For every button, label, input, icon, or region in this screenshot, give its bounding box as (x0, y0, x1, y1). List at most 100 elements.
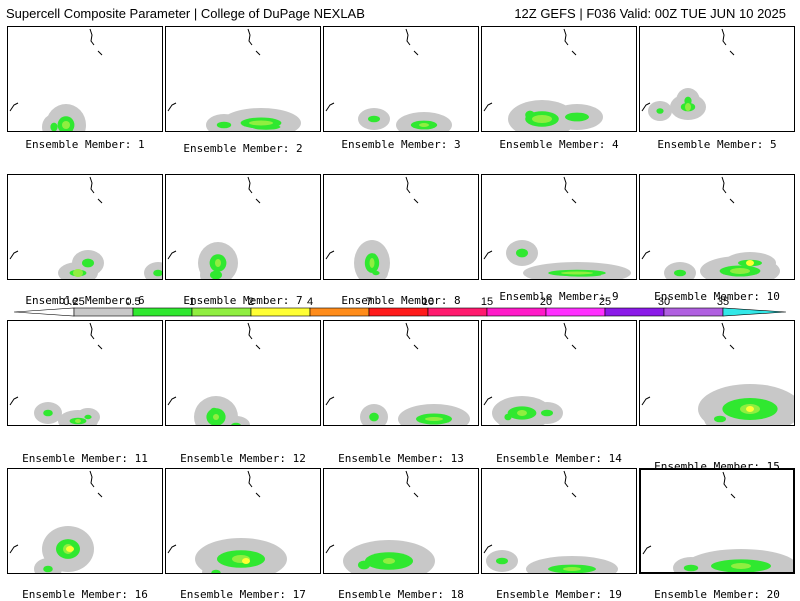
coastline (167, 396, 177, 406)
colorbar-over-arrow (722, 307, 786, 317)
colorbar-tick-label: 2 (247, 296, 255, 308)
map-panel-member-2[interactable] (165, 26, 321, 132)
colorbar-bin (250, 307, 311, 317)
run-info: 12Z GEFS | F036 Valid: 00Z TUE JUN 10 20… (514, 6, 786, 21)
map-panel-member-19[interactable] (481, 468, 637, 574)
scp-contour-green (504, 413, 512, 421)
panel-label: Ensemble Member: 8 (341, 294, 461, 307)
scp-contour-green (210, 270, 222, 279)
coastline (325, 396, 335, 406)
scp-contour-gray (222, 416, 250, 425)
scp-contour-green (43, 409, 53, 417)
scp-field-map (9, 28, 103, 131)
colorbar-tick-label: 25 (598, 296, 612, 308)
coastline (641, 250, 651, 260)
scp-contour-green (231, 422, 241, 425)
scp-contour-yellow (66, 546, 74, 552)
map-panel-member-4[interactable] (481, 26, 637, 132)
colorbar-bin (427, 307, 488, 317)
map-panel-member-1[interactable] (7, 26, 163, 132)
coastline (167, 102, 177, 112)
scp-field-map (642, 471, 793, 572)
map-panel-member-12[interactable] (165, 320, 321, 426)
coastline (167, 544, 177, 554)
map-panel-member-7[interactable] (165, 174, 321, 280)
scp-contour-lightgreen (383, 558, 395, 564)
colorbar-tick-label: 1 (188, 296, 196, 308)
map-panel-member-10[interactable] (639, 174, 795, 280)
lake-outline (571, 198, 577, 204)
scp-contour-green (496, 557, 508, 565)
scp-contour-green (372, 270, 380, 276)
panel-label: Ensemble Member: 9 (499, 290, 619, 303)
colorbar-tick-label: 20 (539, 296, 553, 308)
scp-contour-lightgreen (369, 258, 375, 268)
coastline (563, 470, 569, 488)
scp-contour-lightgreen (75, 419, 81, 423)
scp-field-map (167, 322, 261, 425)
scp-contour-lightgreen (563, 567, 581, 571)
map-panel-member-6[interactable] (7, 174, 163, 280)
lake-outline (413, 198, 419, 204)
scp-field-map (483, 28, 603, 131)
lake-outline (255, 198, 261, 204)
map-panel-member-8[interactable] (323, 174, 479, 280)
coastline (247, 176, 253, 194)
scp-field-map (483, 322, 577, 425)
panel-label: Ensemble Member: 12 (180, 452, 306, 465)
scp-contour-green (211, 569, 221, 573)
scp-contour-lightgreen (425, 417, 443, 421)
coastline (167, 250, 177, 260)
scp-contour-lightgreen (62, 121, 70, 129)
scp-contour-green (251, 124, 281, 130)
lake-outline (97, 492, 103, 498)
map-panel-member-5[interactable] (639, 26, 795, 132)
coastline (405, 470, 411, 488)
scp-contour-gray (673, 557, 709, 572)
lake-outline (413, 492, 419, 498)
panel-label: Ensemble Member: 1 (25, 138, 145, 151)
map-panel-member-18[interactable] (323, 468, 479, 574)
scp-contour-lightgreen (731, 563, 751, 569)
scp-contour-yellow (242, 558, 250, 564)
coastline (483, 544, 493, 554)
coastline (405, 322, 411, 340)
colorbar-tick-label: 0.5 (125, 296, 141, 308)
map-panel-member-17[interactable] (165, 468, 321, 574)
coastline (9, 102, 19, 112)
map-panel-member-20[interactable] (639, 468, 795, 574)
scp-contour-lightgreen (561, 271, 593, 275)
colorbar-under-arrow (14, 307, 75, 317)
colorbar-bin (663, 307, 724, 317)
scp-contour-green (368, 115, 380, 123)
map-panel-member-3[interactable] (323, 26, 479, 132)
panel-label: Ensemble Member: 10 (654, 290, 780, 303)
lake-outline (413, 50, 419, 56)
scp-contour-green (216, 121, 232, 129)
scp-contour-green (674, 269, 686, 277)
scp-contour-yellow (746, 260, 754, 266)
scp-field-map (9, 470, 103, 573)
colorbar-tick-label: 4 (306, 296, 314, 308)
colorbar-tick-label: 30 (657, 296, 671, 308)
coastline (325, 102, 335, 112)
colorbar-bin (132, 307, 193, 317)
colorbar-bin (368, 307, 429, 317)
map-panel-member-11[interactable] (7, 320, 163, 426)
panel-label: Ensemble Member: 6 (25, 294, 145, 307)
coastline (642, 545, 652, 555)
map-panel-member-9[interactable] (481, 174, 637, 280)
panel-label: Ensemble Member: 16 (22, 588, 148, 601)
scp-field-map (325, 322, 470, 425)
map-panel-member-13[interactable] (323, 320, 479, 426)
panel-label: Ensemble Member: 3 (341, 138, 461, 151)
map-panel-member-14[interactable] (481, 320, 637, 426)
map-panel-member-15[interactable] (639, 320, 795, 426)
coastline (89, 470, 95, 488)
panel-label: Ensemble Member: 20 (654, 588, 780, 601)
scp-field-map (641, 176, 780, 279)
colorbar-tick-label: 0.25 (63, 296, 85, 308)
map-panel-member-16[interactable] (7, 468, 163, 574)
scp-field-map (641, 322, 794, 425)
coastline (641, 102, 651, 112)
